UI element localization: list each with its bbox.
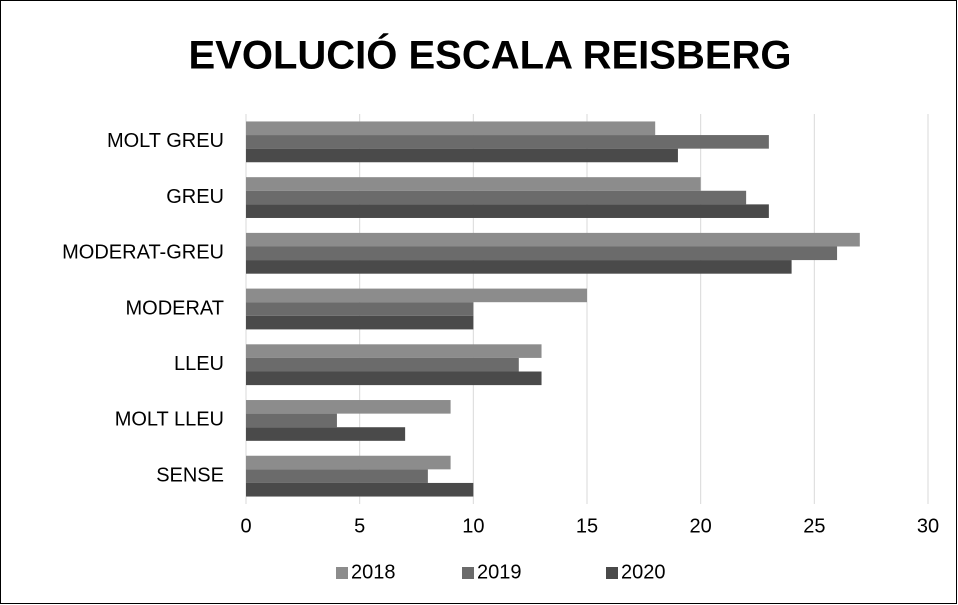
legend-label: 2019 [477,561,522,583]
bar [246,357,519,372]
y-tick-label: MODERAT-GREU [62,242,224,264]
bar [246,413,337,428]
chart-title: EVOLUCIÓ ESCALA REISBERG [188,32,791,78]
bar [246,135,769,149]
y-tick-label: MOLT LLEU [115,409,224,431]
bar [246,121,656,136]
bar [246,148,678,163]
bar [246,315,474,330]
bar [246,302,474,316]
x-tick-label: 25 [803,515,825,537]
y-tick-label: SENSE [156,464,224,486]
x-tick-label: 30 [917,515,939,537]
y-tick-label: MODERAT [125,297,224,319]
bar [246,260,792,274]
bar [246,344,542,358]
x-tick-label: 0 [240,515,251,537]
bar [246,177,701,191]
y-tick-label: GREU [166,186,224,208]
bar [246,455,451,470]
legend-label: 2020 [621,561,666,583]
bar [246,427,406,441]
legend-swatch [462,567,474,579]
bar [246,246,838,261]
y-tick-label: LLEU [174,353,224,375]
x-tick-label: 5 [354,515,365,537]
bar [246,190,747,205]
bar [246,400,451,414]
bar [246,288,587,303]
x-tick-label: 10 [462,515,484,537]
x-tick-label: 15 [576,515,598,537]
legend-label: 2018 [351,561,396,583]
bar [246,482,474,497]
bar [246,469,428,483]
legend-swatch [336,567,348,579]
y-tick-label: MOLT GREU [107,130,224,152]
bar [246,371,542,386]
x-tick-label: 20 [690,515,712,537]
legend-swatch [606,567,618,579]
bar [246,232,860,247]
bar [246,204,769,218]
